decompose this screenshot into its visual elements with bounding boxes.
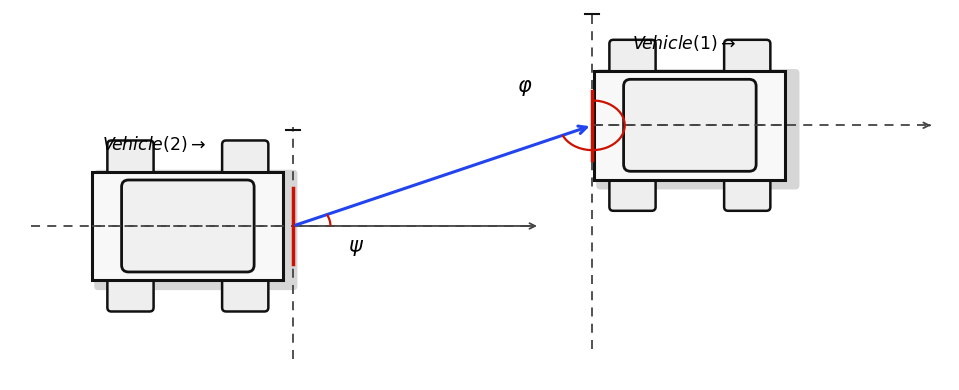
FancyBboxPatch shape (107, 273, 153, 312)
FancyBboxPatch shape (724, 172, 770, 211)
Text: $\mathit{V\!ehicle}(1) \rightarrow$: $\mathit{V\!ehicle}(1) \rightarrow$ (633, 33, 737, 53)
Text: $\psi$: $\psi$ (348, 238, 364, 258)
FancyBboxPatch shape (596, 69, 800, 190)
FancyBboxPatch shape (609, 172, 656, 211)
FancyBboxPatch shape (107, 140, 153, 179)
FancyBboxPatch shape (609, 40, 656, 78)
FancyBboxPatch shape (122, 180, 254, 272)
FancyBboxPatch shape (222, 273, 269, 312)
FancyBboxPatch shape (94, 170, 297, 290)
FancyBboxPatch shape (623, 79, 756, 171)
Bar (595, 71, 785, 179)
Text: $\mathit{V\!ehicle}(2) \rightarrow$: $\mathit{V\!ehicle}(2) \rightarrow$ (103, 134, 206, 154)
FancyBboxPatch shape (724, 40, 770, 78)
Text: $\varphi$: $\varphi$ (517, 78, 532, 98)
Bar (92, 172, 284, 280)
FancyBboxPatch shape (222, 140, 269, 179)
